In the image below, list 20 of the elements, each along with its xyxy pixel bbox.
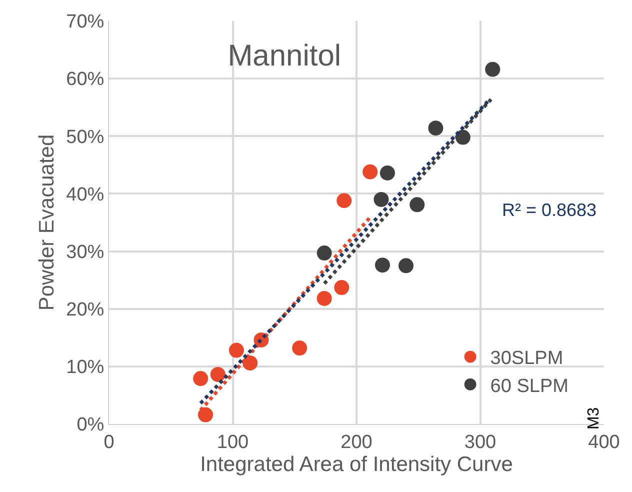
x-tick-label: 400	[588, 432, 620, 453]
y-tick-label: 10%	[66, 357, 104, 378]
x-axis-title: Integrated Area of Intensity Curve	[200, 453, 513, 476]
y-tick-label: 0%	[76, 414, 104, 436]
text: Mannitol	[228, 39, 342, 72]
legend-label: 60 SLPM	[490, 376, 568, 397]
y-tick-label: 50%	[66, 126, 104, 148]
annotation: R² = 0.8683	[502, 200, 597, 220]
x-tick-label: 300	[464, 432, 496, 453]
x-tick-label: 200	[340, 432, 372, 453]
y-tick-label: 40%	[66, 184, 104, 206]
x-tick-label: 100	[216, 432, 249, 453]
x-tick-label: 0	[104, 432, 114, 453]
y-tick-label: 30%	[66, 242, 104, 263]
y-tick-label: 60%	[66, 69, 104, 90]
y-axis-title: Powder Evacuated	[35, 134, 58, 311]
annotation: M3	[585, 407, 602, 430]
y-tick-label: 70%	[66, 12, 104, 33]
y-tick-label: 20%	[66, 300, 104, 321]
legend-label: 30SLPM	[490, 348, 564, 370]
